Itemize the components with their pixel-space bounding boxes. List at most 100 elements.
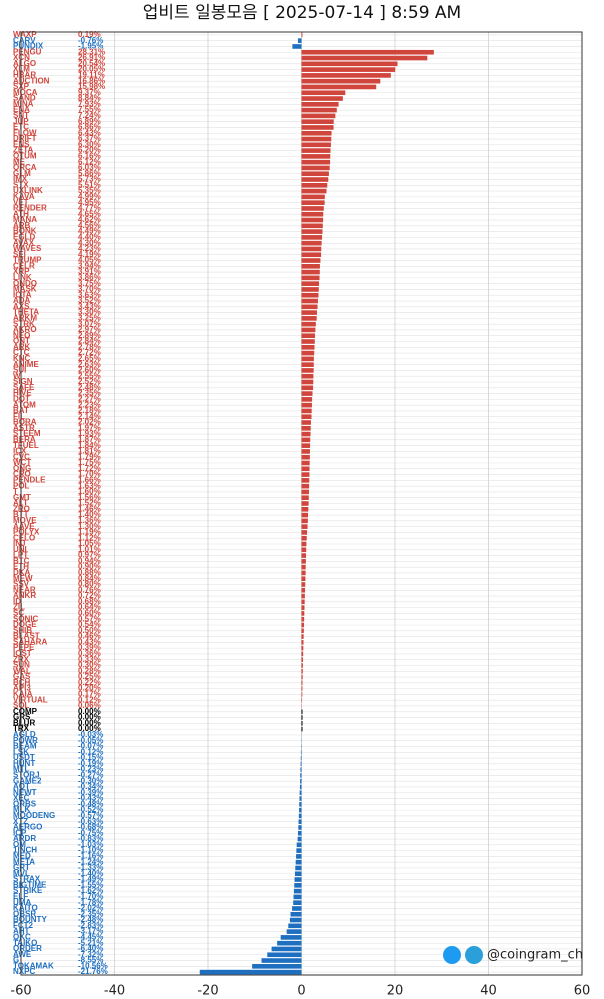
- value-label: 1.19%: [78, 528, 101, 537]
- category-label: ZIL: [13, 603, 25, 612]
- category-label: XRP: [13, 267, 30, 276]
- bar: [301, 541, 307, 547]
- bar: [301, 611, 305, 616]
- value-label: 0.00%: [78, 718, 101, 727]
- category-label: STRK: [13, 319, 35, 328]
- bar: [301, 281, 320, 286]
- bar: [301, 443, 311, 448]
- value-label: 1.46%: [78, 504, 101, 513]
- category-label: BIGTIME: [13, 880, 47, 889]
- category-label: STORJ: [13, 771, 40, 780]
- category-label: QKC: [13, 933, 31, 942]
- category-label: AWE: [13, 950, 32, 959]
- value-label: 1.36%: [78, 516, 101, 525]
- bar: [301, 449, 310, 454]
- value-label: 2.14%: [78, 412, 101, 421]
- value-label: 2.27%: [78, 394, 101, 403]
- category-label: ENS: [13, 140, 30, 149]
- category-label: PUNDIX: [13, 42, 44, 51]
- bar: [301, 478, 310, 483]
- value-label: 2.72%: [78, 348, 101, 357]
- value-label: 0.80%: [78, 580, 101, 589]
- category-label: ARDR: [13, 834, 36, 843]
- value-label: -21.76%: [78, 967, 108, 976]
- bar: [301, 49, 434, 55]
- category-label: BORA: [13, 418, 37, 427]
- plot-frame: [20, 31, 583, 976]
- category-label: LINK: [13, 273, 32, 282]
- category-label: USDT: [13, 753, 35, 762]
- category-label: KAITO: [13, 904, 38, 913]
- bar: [301, 263, 320, 269]
- category-label: 1INCH: [13, 846, 37, 855]
- category-label: XCN: [13, 53, 30, 62]
- bar: [301, 107, 337, 113]
- bar: [286, 929, 302, 934]
- bar: [301, 206, 324, 211]
- bar: [288, 923, 302, 929]
- category-label: MASK: [13, 285, 37, 294]
- bar: [294, 871, 302, 877]
- x-tick-label: -60: [10, 984, 31, 999]
- value-label: 0.57%: [78, 614, 101, 623]
- watermark: @coingram_ch: [443, 946, 583, 964]
- category-label: UXLINK: [13, 186, 43, 195]
- bar: [299, 790, 302, 796]
- category-label: KAIA: [13, 690, 33, 699]
- value-label: 4.49%: [78, 227, 101, 236]
- bar: [301, 78, 381, 84]
- value-label: -2.83%: [78, 921, 103, 930]
- bar: [301, 217, 324, 223]
- value-label: -0.30%: [78, 776, 103, 785]
- category-label: MEW: [13, 574, 33, 583]
- bar: [301, 460, 310, 466]
- value-label: -1.55%: [78, 880, 103, 889]
- category-label: SAHARA: [13, 637, 47, 646]
- category-label: GMT: [13, 493, 31, 502]
- value-label: -8.55%: [78, 956, 103, 965]
- bar: [301, 32, 303, 38]
- category-label: ARKM: [13, 313, 37, 322]
- value-label: -0.68%: [78, 823, 103, 832]
- value-label: -1.33%: [78, 863, 103, 872]
- bar: [301, 501, 309, 506]
- category-label: QTUM: [13, 151, 37, 160]
- bar: [301, 125, 334, 130]
- bar: [300, 761, 302, 767]
- category-label: SC: [13, 609, 24, 618]
- bar: [296, 842, 302, 848]
- bar: [301, 368, 314, 373]
- bar: [301, 437, 311, 443]
- bar: [301, 61, 398, 67]
- bar: [296, 854, 302, 859]
- bar: [301, 321, 316, 327]
- value-label: 6.30%: [78, 140, 101, 149]
- value-label: 2.65%: [78, 354, 101, 363]
- bar: [297, 836, 302, 842]
- value-label: 0.12%: [78, 695, 101, 704]
- value-label: -0.52%: [78, 805, 103, 814]
- bar: [301, 148, 331, 153]
- value-label: 0.50%: [78, 626, 101, 635]
- category-label: MINA: [13, 99, 34, 108]
- bar: [301, 171, 329, 177]
- bar: [300, 778, 302, 784]
- value-label: 3.07%: [78, 319, 101, 328]
- x-tick-label: 60: [574, 984, 591, 999]
- value-label: 1.05%: [78, 539, 101, 548]
- value-label: -0.05%: [78, 736, 103, 745]
- bar: [301, 495, 309, 501]
- value-label: -0.27%: [78, 771, 103, 780]
- value-label: 0.76%: [78, 585, 101, 594]
- bar: [297, 38, 302, 43]
- value-label: 0.60%: [78, 609, 101, 618]
- category-label: ME: [13, 157, 26, 166]
- bar: [301, 576, 306, 582]
- value-label: 1.52%: [78, 499, 101, 508]
- value-label: 0.97%: [78, 551, 101, 560]
- value-label: 0.28%: [78, 666, 101, 675]
- value-label: -0.19%: [78, 759, 103, 768]
- value-label: 0.20%: [78, 684, 101, 693]
- value-label: 7.24%: [78, 111, 101, 120]
